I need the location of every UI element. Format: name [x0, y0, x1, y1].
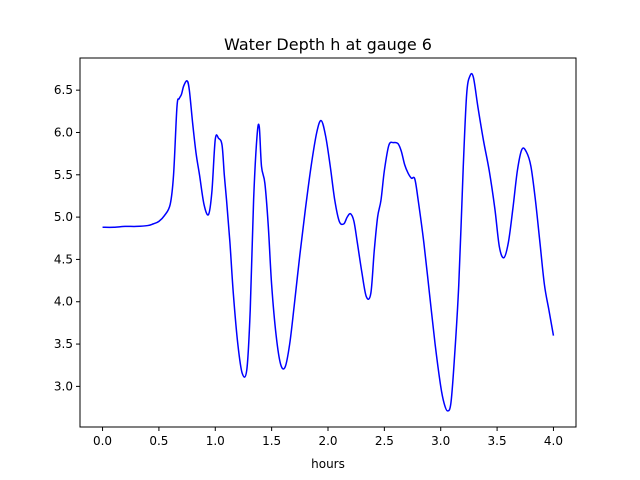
x-tick-label: 1.5 — [262, 434, 281, 448]
x-axis-ticks: 0.0 0.5 1.0 1.5 2.0 2.5 3.0 3.5 4.0 — [93, 427, 563, 448]
y-tick-label: 3.0 — [54, 379, 73, 393]
x-tick-label: 4.0 — [544, 434, 563, 448]
x-tick-label: 3.0 — [431, 434, 450, 448]
y-tick-label: 6.0 — [54, 125, 73, 139]
y-tick-label: 3.5 — [54, 337, 73, 351]
x-tick-label: 2.0 — [318, 434, 337, 448]
y-tick-label: 5.0 — [54, 210, 73, 224]
y-tick-label: 5.5 — [54, 168, 73, 182]
y-tick-label: 4.5 — [54, 252, 73, 266]
plot-area — [102, 72, 555, 412]
y-axis-ticks: 3.0 3.5 4.0 4.5 5.0 5.5 6.0 6.5 — [54, 83, 80, 393]
x-tick-label: 1.0 — [206, 434, 225, 448]
x-tick-label: 3.5 — [488, 434, 507, 448]
x-axis-label: hours — [311, 457, 345, 471]
plot-frame — [79, 57, 577, 428]
y-tick-label: 6.5 — [54, 83, 73, 97]
x-tick-label: 0.0 — [93, 434, 112, 448]
y-tick-label: 4.0 — [54, 295, 73, 309]
chart-title: Water Depth h at gauge 6 — [224, 35, 432, 54]
x-tick-label: 2.5 — [375, 434, 394, 448]
x-tick-label: 0.5 — [149, 434, 168, 448]
series-line-0 — [102, 72, 555, 412]
